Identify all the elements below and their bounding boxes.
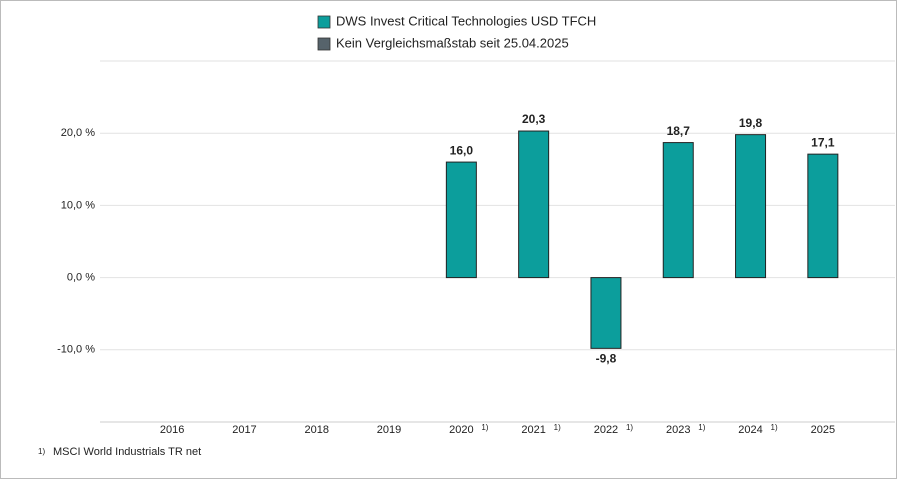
value-label: 20,3: [522, 112, 546, 126]
x-tick-label: 2016: [160, 424, 184, 436]
y-tick-label: -10,0 %: [57, 344, 95, 356]
legend-label: Kein Vergleichsmaßstab seit 25.04.2025: [336, 35, 569, 50]
y-tick-label: 0,0 %: [67, 272, 95, 284]
x-tick-label: 2022: [594, 424, 618, 436]
x-tick-label: 2024: [738, 424, 762, 436]
bar: [518, 130, 550, 279]
value-label: 19,8: [739, 116, 763, 130]
x-tick-label: 2021: [521, 424, 545, 436]
x-tick-label: 2018: [305, 424, 329, 436]
x-tick-label: 2017: [232, 424, 256, 436]
legend-label: DWS Invest Critical Technologies USD TFC…: [336, 13, 596, 28]
bar: [445, 161, 477, 279]
x-tick-label: 2023: [666, 424, 690, 436]
y-tick-label: 20,0 %: [61, 127, 95, 139]
value-label: 18,7: [667, 124, 691, 138]
x-tick-note: 1): [698, 423, 705, 432]
value-label: 16,0: [450, 143, 474, 157]
x-tick-note: 1): [481, 423, 488, 432]
x-tick-label: 2025: [811, 424, 835, 436]
legend-swatch: [317, 15, 331, 29]
value-label: 17,1: [811, 135, 835, 149]
y-tick-label: 10,0 %: [61, 199, 95, 211]
bar: [662, 142, 694, 279]
value-label: -9,8: [596, 352, 617, 366]
bar: [590, 277, 622, 349]
x-tick-note: 1): [554, 423, 561, 432]
legend-swatch: [317, 37, 331, 51]
x-tick-note: 1): [771, 423, 778, 432]
x-tick-note: 1): [626, 423, 633, 432]
x-tick-label: 2019: [377, 424, 401, 436]
footnote-text: MSCI World Industrials TR net: [53, 446, 201, 458]
footnote-marker: 1): [38, 447, 45, 456]
bar: [807, 153, 839, 279]
x-tick-label: 2020: [449, 424, 473, 436]
bar: [735, 134, 767, 279]
